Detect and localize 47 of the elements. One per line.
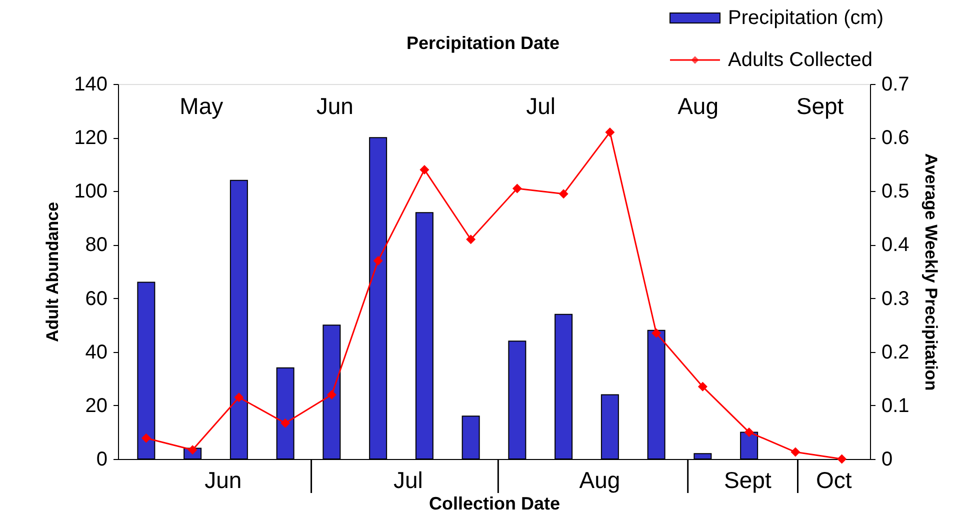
y2-tick-label: 0.1	[882, 394, 910, 417]
y2-tick-label: 0.4	[882, 234, 910, 256]
y-tick-label: 100	[74, 180, 108, 203]
y2-tick-label: 0.2	[882, 341, 910, 364]
point	[698, 382, 708, 392]
y2-tick-label: 0	[882, 448, 893, 470]
annotation: Sept	[796, 93, 844, 119]
x-axis-title: Collection Date	[428, 494, 560, 514]
y2-tick-label: 0.5	[882, 180, 910, 203]
text: Sept	[724, 467, 772, 493]
point	[234, 392, 244, 402]
point	[790, 447, 800, 457]
point	[837, 454, 847, 464]
y-tick-label: 140	[74, 74, 108, 96]
chart-title: Percipitation Date	[406, 33, 560, 53]
legend-label: Adults Collected	[728, 49, 873, 71]
point	[420, 164, 430, 174]
annotation: Jul	[526, 93, 556, 119]
y-tick-label: 0	[96, 448, 108, 470]
y2-tick-label: 0.6	[882, 127, 910, 150]
y-tick-label: 20	[85, 394, 108, 417]
point	[512, 184, 522, 194]
legend-label: Precipitation (cm)	[728, 7, 884, 29]
text: Jun	[204, 467, 242, 493]
annotation: Aug	[678, 93, 719, 119]
y2-axis-title: Average Weekly Precipitation	[921, 153, 940, 391]
y-tick-label: 60	[85, 288, 108, 310]
point	[373, 256, 383, 266]
point	[141, 433, 151, 443]
text: Jul	[394, 467, 423, 493]
y-tick-label: 120	[74, 127, 108, 150]
y2-tick-label: 0.3	[882, 288, 910, 310]
y-axis-title: Adult Abundance	[43, 202, 62, 342]
point	[326, 390, 336, 400]
point	[280, 418, 290, 428]
annotation: Jun	[316, 93, 354, 119]
point	[558, 189, 568, 199]
point	[466, 234, 476, 244]
y-tick-label: 40	[85, 341, 108, 364]
annotation: May	[180, 93, 224, 119]
text: Oct	[816, 467, 852, 493]
text: Aug	[579, 467, 620, 493]
point	[744, 427, 754, 437]
point	[605, 127, 615, 137]
y-tick-label: 80	[85, 234, 108, 256]
y2-tick-label: 0.7	[882, 74, 910, 96]
point	[652, 328, 662, 338]
